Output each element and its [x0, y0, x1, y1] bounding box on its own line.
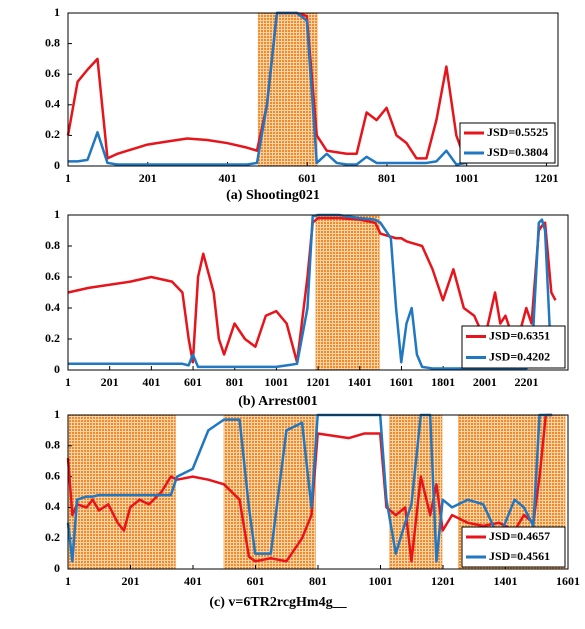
- legend-label: JSD=0.5525: [487, 125, 548, 139]
- highlight-region: [67, 414, 176, 570]
- y-tick-label: 0.6: [45, 66, 60, 80]
- y-tick-label: 0.4: [45, 300, 60, 314]
- y-tick-label: 1: [54, 5, 60, 19]
- x-tick-label: 801: [226, 375, 244, 389]
- x-tick-label: 1801: [431, 375, 455, 389]
- x-tick-label: 1001: [369, 574, 393, 588]
- legend-box: [461, 325, 566, 369]
- y-tick-label: 0.4: [45, 499, 60, 513]
- x-tick-label: 601: [184, 375, 202, 389]
- x-tick-label: 1201: [306, 375, 330, 389]
- x-tick-label: 801: [378, 171, 396, 185]
- highlight-region: [315, 214, 380, 371]
- y-tick-label: 0.8: [45, 238, 60, 252]
- x-tick-label: 1201: [534, 171, 558, 185]
- data-line: [66, 413, 553, 563]
- y-tick-label: 0.6: [45, 468, 60, 482]
- legend-label: JSD=0.4657: [489, 529, 550, 543]
- x-tick-label: 1201: [431, 574, 455, 588]
- y-tick-label: 1: [54, 207, 60, 221]
- x-tick-label: 801: [309, 574, 327, 588]
- y-tick-label: 0.2: [45, 331, 60, 345]
- y-tick-label: 0.4: [45, 97, 60, 111]
- x-tick-label: 601: [247, 574, 265, 588]
- chart-caption: (a) Shooting021: [226, 188, 320, 203]
- legend-label: JSD=0.4202: [489, 349, 550, 363]
- legend-label: JSD=0.6351: [489, 328, 550, 342]
- plot-frame: [67, 12, 559, 167]
- legend-box: [461, 526, 566, 568]
- y-tick-label: 0.8: [45, 35, 60, 49]
- x-tick-label: 201: [101, 375, 119, 389]
- y-tick-label: 0.8: [45, 438, 60, 452]
- plot-frame: [67, 214, 569, 371]
- legend-box: [459, 122, 556, 164]
- x-tick-label: 1001: [455, 171, 479, 185]
- x-tick-label: 1401: [494, 574, 518, 588]
- x-tick-label: 1: [65, 171, 71, 185]
- data-line: [66, 413, 553, 563]
- x-tick-label: 1001: [264, 375, 288, 389]
- highlight-region: [223, 414, 316, 570]
- y-tick-label: 0.2: [45, 127, 60, 141]
- x-tick-label: 401: [218, 171, 236, 185]
- x-tick-label: 2001: [473, 375, 497, 389]
- x-tick-label: 2201: [515, 375, 539, 389]
- x-tick-label: 1401: [348, 375, 372, 389]
- chart-caption: (b) Arrest001: [238, 394, 317, 409]
- x-tick-label: 601: [298, 171, 316, 185]
- x-tick-label: 201: [122, 574, 140, 588]
- y-tick-label: 1: [54, 407, 60, 421]
- x-tick-label: 401: [142, 375, 160, 389]
- y-tick-label: 0.6: [45, 269, 60, 283]
- x-tick-label: 401: [184, 574, 202, 588]
- x-tick-label: 201: [139, 171, 157, 185]
- chart-caption: (c) v=6TR2rcgHm4g__: [209, 595, 347, 610]
- legend-label: JSD=0.4561: [489, 549, 550, 563]
- x-tick-label: 1601: [556, 574, 580, 588]
- y-tick-label: 0: [54, 158, 60, 172]
- data-line: [67, 216, 557, 364]
- legend-label: JSD=0.3804: [487, 145, 548, 159]
- y-tick-label: 0: [54, 362, 60, 376]
- x-tick-label: 1601: [389, 375, 413, 389]
- x-tick-label: 1: [65, 574, 71, 588]
- x-tick-label: 1: [65, 375, 71, 389]
- y-tick-label: 0.2: [45, 530, 60, 544]
- y-tick-label: 0: [54, 561, 60, 575]
- plot-frame: [67, 414, 569, 570]
